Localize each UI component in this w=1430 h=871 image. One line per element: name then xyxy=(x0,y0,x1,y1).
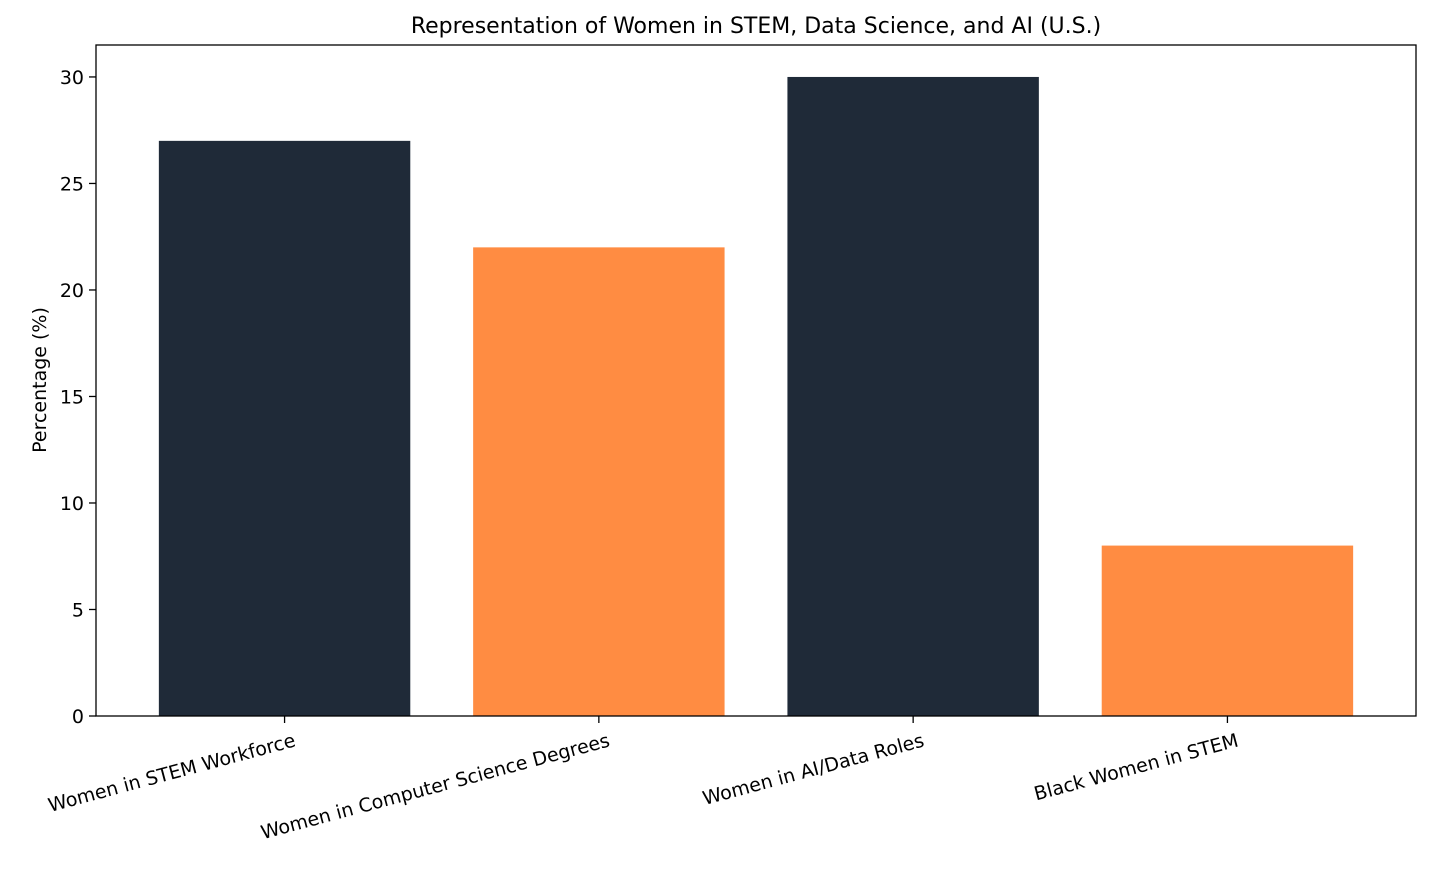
y-tick-label: 5 xyxy=(72,599,84,621)
plot-frame xyxy=(95,44,1417,717)
y-tick-label: 15 xyxy=(60,386,84,408)
y-axis-label: Percentage (%) xyxy=(29,307,51,453)
bar-4 xyxy=(1101,545,1354,716)
bar-1 xyxy=(158,140,411,716)
y-tick-label: 25 xyxy=(60,173,84,195)
x-tick-label: Women in Computer Science Degrees xyxy=(259,730,613,844)
y-axis: 0 5 10 15 20 25 30 xyxy=(60,67,96,728)
bar-2 xyxy=(473,247,725,716)
y-tick-label: 0 xyxy=(72,706,84,728)
bars-layer xyxy=(158,76,1354,716)
chart-title: Representation of Women in STEM, Data Sc… xyxy=(411,14,1101,39)
y-tick-label: 30 xyxy=(60,67,84,89)
bar-3 xyxy=(787,76,1039,716)
x-tick-label: Women in STEM Workforce xyxy=(46,730,298,817)
y-tick-label: 20 xyxy=(60,280,84,302)
x-tick-label: Women in AI/Data Roles xyxy=(700,730,926,810)
x-tick-label: Black Women in STEM xyxy=(1032,730,1241,806)
y-tick-label: 10 xyxy=(60,493,84,515)
